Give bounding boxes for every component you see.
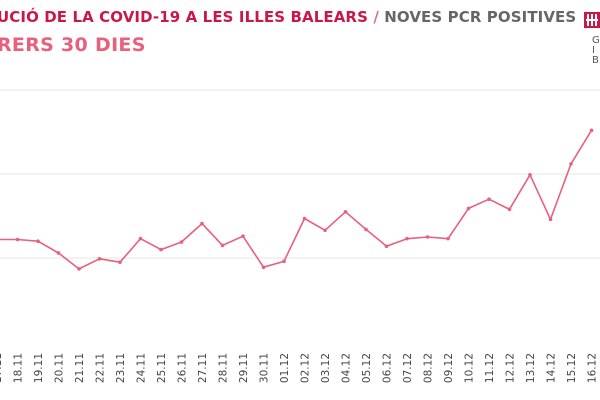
x-tick-label: 14.12 [546,353,558,383]
logo-text-i: I [592,45,595,56]
x-tick-label: 07.12 [402,353,414,383]
data-point [36,239,40,243]
x-tick-label: 05.12 [361,353,373,383]
data-point [446,236,450,241]
x-tick-label: 28.11 [218,353,230,383]
x-tick-label: 06.12 [382,353,394,383]
data-point [528,173,532,177]
title-separator: / [368,8,385,26]
data-point [282,259,286,264]
data-point [56,251,61,255]
data-point [77,267,81,271]
x-tick-label: 12.12 [505,353,517,383]
x-tick-label: 11.12 [484,353,496,383]
data-point [466,206,471,211]
data-point [179,240,184,244]
x-tick-label: 23.11 [115,353,127,383]
logo-text-b: B [592,55,599,66]
title-sub: NOVES PCR POSITIVES [384,8,577,26]
data-point [97,257,102,261]
data-point [220,243,225,248]
x-tick-label: 19.11 [33,353,45,383]
x-tick-label: 29.11 [238,353,250,383]
data-point [159,247,163,252]
x-tick-label: 04.12 [341,353,353,383]
x-tick-label: 22.11 [95,353,107,383]
chart-header: UCIÓ DE LA COVID-19 A LES ILLES BALEARS … [0,0,600,60]
logo-text-g: G [592,35,600,46]
data-point [507,207,512,212]
x-tick-label: 25.11 [156,353,168,383]
x-tick-label: 18.11 [13,353,25,383]
data-point [302,216,307,221]
series-line [0,129,593,270]
logo-emblem-icon [584,12,600,28]
x-tick-label: 03.12 [320,353,332,383]
grid-lines [0,89,600,259]
x-tick-label: 21.11 [74,353,86,383]
chart-subtitle: RERS 30 DIES [0,34,146,56]
x-tick-label: 13.12 [525,353,537,383]
title-main: UCIÓ DE LA COVID-19 A LES ILLES BALEARS [0,8,368,26]
x-tick-label: 02.12 [300,353,312,383]
data-point [15,237,20,242]
x-tick-label: 09.12 [443,353,455,383]
data-point [364,227,368,232]
data-point [548,217,553,222]
data-point [261,265,266,270]
x-tick-label: 01.12 [279,353,291,383]
data-point [487,197,491,201]
x-tick-label: 27.11 [197,353,209,383]
x-tick-label: 17.11 [0,353,4,383]
x-tick-label: 10.12 [464,353,476,383]
data-point [118,260,122,265]
data-point [343,210,348,214]
x-tick-label: 16.12 [587,353,599,383]
x-tick-label: 20.11 [54,353,66,383]
x-tick-label: 08.12 [423,353,435,383]
x-tick-label: 24.11 [136,353,148,383]
data-point [569,162,573,166]
data-point [425,235,430,239]
series-group [0,128,594,271]
data-point [138,236,143,241]
data-point [589,128,594,133]
data-point [241,234,245,238]
x-tick-label: 26.11 [177,353,189,383]
x-tick-label: 15.12 [566,353,578,383]
data-point [323,228,327,233]
x-tick-label: 30.11 [259,353,271,383]
x-axis-labels: 17.11 18.11 19.11 20.11 21.11 22.11 23.11 24.11… [0,353,599,383]
chart-title: UCIÓ DE LA COVID-19 A LES ILLES BALEARS … [0,8,576,26]
data-point [405,236,409,241]
data-point [384,244,389,249]
data-point [200,221,204,226]
govern-logo: G I B [570,8,600,66]
